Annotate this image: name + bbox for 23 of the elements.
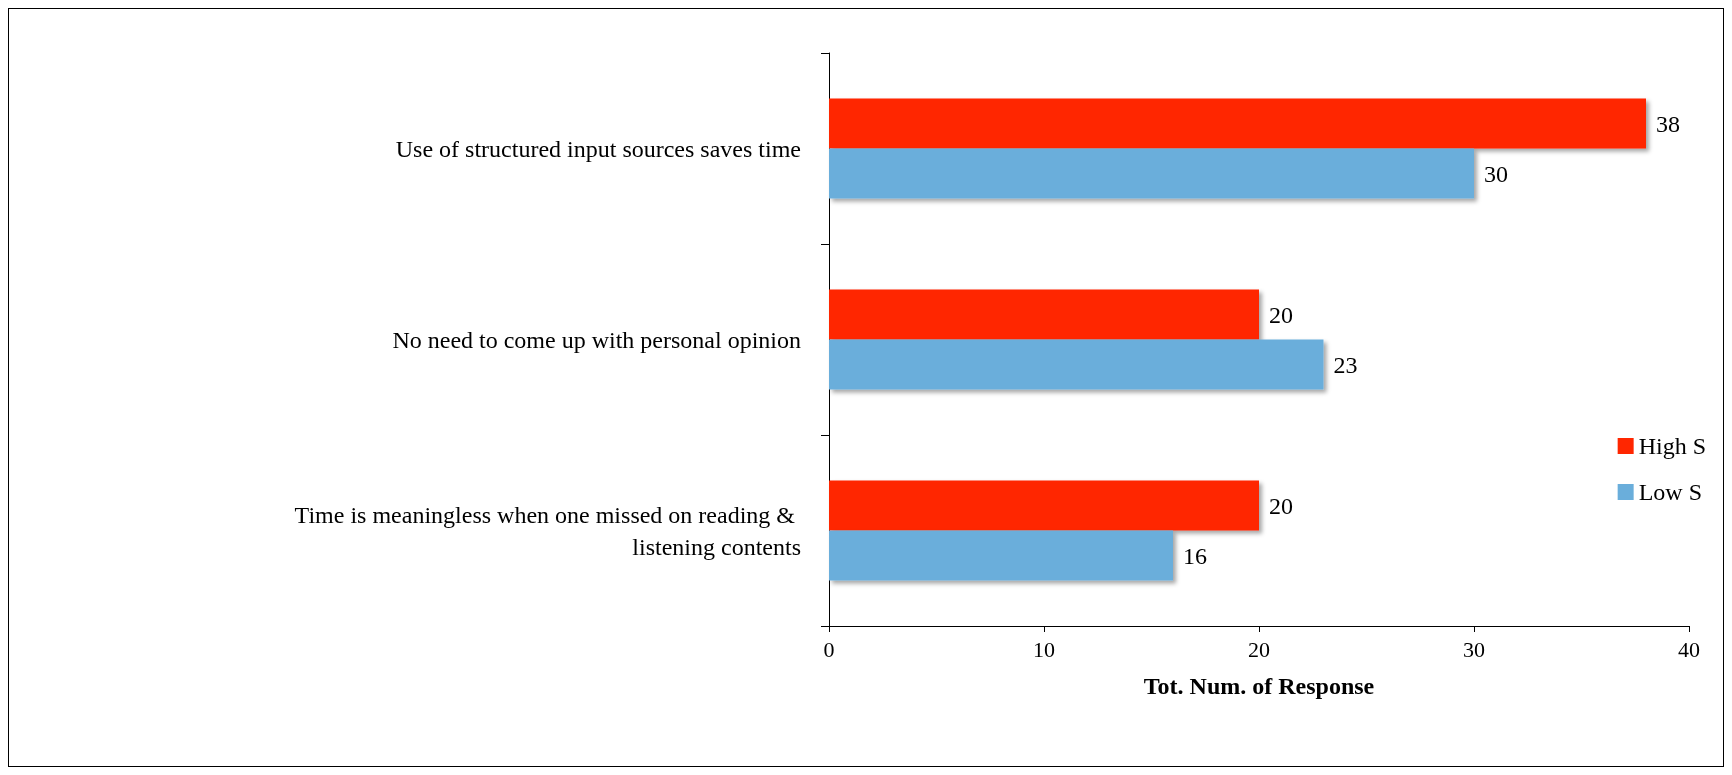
legend-label: High S [1638, 433, 1707, 459]
x-tick-label: 10 [1033, 636, 1055, 662]
bar [829, 530, 1173, 581]
bar [829, 289, 1259, 340]
y-tick-label: Time is meaningless when one missed on reading & listening contents [294, 501, 801, 560]
x-tick-label: 0 [823, 636, 835, 662]
data-label: 16 [1183, 542, 1207, 569]
data-label: 20 [1269, 492, 1293, 519]
bar [829, 148, 1474, 199]
bar [829, 480, 1259, 531]
bar [829, 98, 1646, 149]
data-label: 20 [1269, 301, 1293, 328]
x-axis-title: Tot. Num. of Response [1143, 673, 1375, 699]
x-tick-label: 40 [1678, 636, 1700, 662]
x-tick-label: 30 [1463, 636, 1485, 662]
data-label: 23 [1333, 351, 1358, 378]
bar [829, 339, 1324, 390]
data-label: 38 [1656, 110, 1680, 137]
y-tick-label: No need to come up with personal opinion [392, 326, 801, 353]
x-tick-label: 20 [1248, 636, 1270, 662]
legend-label: Low S [1638, 479, 1702, 505]
y-tick-label: Use of structured input sources saves time [395, 135, 801, 162]
data-label: 30 [1484, 160, 1508, 187]
